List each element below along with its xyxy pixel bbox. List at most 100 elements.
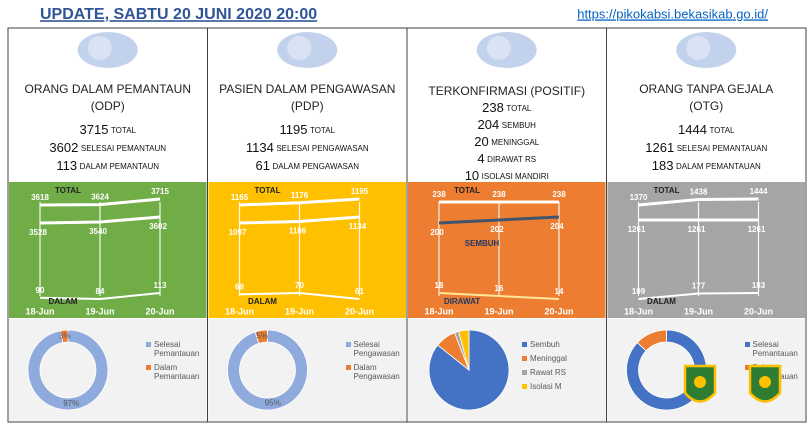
pie-legend: Selesai Pemantauan Dalam Pemantauan bbox=[146, 340, 208, 381]
value-label: 1261 bbox=[628, 225, 646, 234]
legend-item: Sembuh bbox=[522, 340, 602, 349]
emblem-detail bbox=[759, 376, 771, 388]
legend-label: Selesai Pengawasan bbox=[353, 340, 400, 358]
trend-line bbox=[39, 292, 161, 301]
value-label: 1195 bbox=[351, 187, 369, 196]
value-label: 238 bbox=[552, 190, 566, 199]
trend-line bbox=[239, 291, 360, 300]
panel-title: TERKONFIRMASI (POSITIF) bbox=[428, 84, 585, 98]
photo bbox=[486, 36, 511, 60]
trend-line bbox=[39, 215, 161, 225]
value-label: 113 bbox=[154, 281, 167, 290]
value-label: 200 bbox=[430, 228, 444, 237]
header-url[interactable]: https://pikokabsi.bekasikab.go.id/ bbox=[577, 6, 768, 21]
trend-line bbox=[438, 292, 560, 300]
series-name: TOTAL bbox=[454, 186, 480, 195]
photo bbox=[686, 36, 711, 60]
value-label: 177 bbox=[692, 282, 706, 291]
legend-swatch bbox=[146, 342, 151, 347]
legend-label: Meninggal bbox=[530, 354, 567, 363]
value-label: 1165 bbox=[231, 193, 249, 202]
value-label: 204 bbox=[550, 222, 564, 231]
stat-line: 61 DALAM PENGAWASAN bbox=[255, 158, 359, 173]
legend-item: Dalam Pemantauan bbox=[146, 363, 208, 381]
value-label: 1261 bbox=[688, 225, 706, 234]
stat-line: 1261 SELESAI PEMANTAUAN bbox=[645, 140, 767, 155]
legend-item: Selesai Pemantauan bbox=[146, 340, 208, 358]
date-label: 18-Jun bbox=[424, 306, 453, 316]
series-name: DIRAWAT bbox=[444, 297, 480, 306]
value-label: 3715 bbox=[151, 187, 169, 196]
header-title: UPDATE, SABTU 20 JUNI 2020 20:00 bbox=[40, 6, 317, 23]
value-label: 18 bbox=[435, 281, 444, 290]
stat-value: 1134 bbox=[246, 140, 274, 155]
stat-label: SEMBUH bbox=[502, 121, 536, 130]
legend-label: Dalam Pengawasan bbox=[353, 363, 400, 381]
stat-value: 1195 bbox=[279, 122, 307, 137]
date-label: 18-Jun bbox=[25, 306, 54, 316]
value-label: 1444 bbox=[750, 187, 768, 196]
value-label: 61 bbox=[355, 287, 364, 296]
date-label: 19-Jun bbox=[85, 306, 114, 316]
stat-label: DALAM PEMANTAUAN bbox=[676, 162, 761, 171]
legend-label: Sembuh bbox=[530, 340, 560, 349]
stat-line: 238 TOTAL bbox=[482, 100, 532, 115]
stat-value: 61 bbox=[255, 158, 269, 173]
stat-value: 113 bbox=[56, 158, 77, 173]
trend-line bbox=[638, 197, 759, 207]
stat-label: TOTAL bbox=[111, 126, 137, 135]
trend-line bbox=[438, 215, 560, 225]
stat-label: TOTAL bbox=[709, 126, 735, 135]
legend-swatch bbox=[522, 384, 527, 389]
date-label: 20-Jun bbox=[544, 306, 573, 316]
panel: PASIEN DALAM PENGAWASAN(PDP)1195 TOTAL11… bbox=[207, 27, 408, 423]
value-label: 68 bbox=[235, 282, 244, 291]
date-label: 18-Jun bbox=[624, 306, 653, 316]
panel: ORANG DALAM PEMANTAUN(ODP)3715 TOTAL3602… bbox=[7, 27, 208, 423]
stat-value: 204 bbox=[478, 117, 500, 132]
value-label: 14 bbox=[555, 287, 564, 296]
stat-line: 20 MENINGGAL bbox=[474, 134, 540, 149]
legend-label: Selesai Pemantauan bbox=[154, 340, 200, 358]
stat-label: TOTAL bbox=[310, 126, 336, 135]
stat-line: 3715 TOTAL bbox=[80, 122, 137, 137]
value-label: 183 bbox=[752, 281, 766, 290]
value-label: 1438 bbox=[690, 188, 708, 197]
stat-line: 4 DIRAWAT RS bbox=[477, 151, 536, 166]
value-label: 1134 bbox=[349, 222, 367, 231]
legend-item: Rawat RS bbox=[522, 368, 602, 377]
stat-line: 3602 SELESAI PEMANTAUN bbox=[49, 140, 166, 155]
panel-abbr: (ODP) bbox=[91, 99, 125, 113]
stat-label: DIRAWAT RS bbox=[487, 155, 536, 164]
legend-item: Meninggal bbox=[522, 354, 602, 363]
series-name: TOTAL bbox=[255, 186, 281, 195]
legend-swatch bbox=[146, 365, 151, 370]
stat-line: 10 ISOLASI MANDIRI bbox=[465, 168, 549, 183]
value-label: 3602 bbox=[149, 222, 167, 231]
stat-label: MENINGGAL bbox=[491, 138, 540, 147]
legend-swatch bbox=[744, 365, 750, 370]
stat-value: 4 bbox=[477, 151, 484, 166]
value-label: 1097 bbox=[229, 228, 247, 237]
legend-item: Dalam Pengawasan bbox=[345, 363, 408, 381]
stat-value: 183 bbox=[652, 158, 674, 173]
stat-label: TOTAL bbox=[506, 104, 532, 113]
stat-label: SELESAI PEMANTAUAN bbox=[677, 144, 768, 153]
stat-line: 1195 TOTAL bbox=[279, 122, 335, 137]
stat-line: 113 DALAM PEMANTAUN bbox=[56, 158, 159, 173]
date-label: 20-Jun bbox=[145, 306, 174, 316]
value-label: 3540 bbox=[89, 227, 107, 236]
series-name: TOTAL bbox=[55, 186, 81, 195]
value-label: 70 bbox=[295, 281, 304, 290]
value-label: 1370 bbox=[630, 193, 648, 202]
trend-line bbox=[239, 197, 360, 207]
pie-value-label: 5% bbox=[256, 332, 268, 341]
pie-value-label: 3% bbox=[59, 331, 71, 340]
pie-legend: Selesai Pengawasan Dalam Pengawasan bbox=[345, 340, 408, 381]
series-name: DALAM bbox=[49, 297, 78, 306]
value-label: 3624 bbox=[91, 193, 109, 202]
value-label: 1176 bbox=[291, 191, 309, 200]
value-label: 3618 bbox=[31, 193, 49, 202]
pie-slice bbox=[60, 329, 69, 343]
trend-bg bbox=[408, 182, 606, 318]
